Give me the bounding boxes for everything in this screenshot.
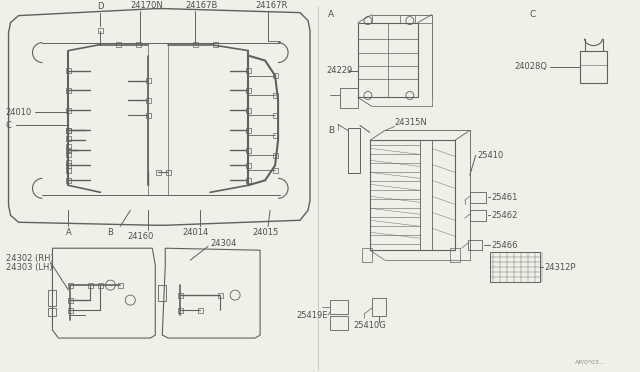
Text: 24160: 24160 — [127, 232, 154, 241]
Bar — [246, 148, 251, 153]
Text: B: B — [328, 126, 334, 135]
Bar — [49, 290, 56, 306]
Bar — [66, 152, 71, 157]
Bar — [468, 240, 482, 250]
Bar — [146, 98, 151, 103]
Bar — [66, 148, 71, 153]
Bar — [66, 128, 71, 133]
Bar — [178, 293, 183, 298]
Bar — [146, 113, 151, 118]
Bar — [66, 178, 71, 183]
Bar — [66, 128, 71, 133]
Bar — [146, 78, 151, 83]
Bar — [88, 283, 93, 288]
Text: AP/0*03...: AP/0*03... — [575, 359, 605, 365]
Bar — [66, 136, 71, 141]
Text: A: A — [65, 228, 71, 237]
Bar — [66, 160, 71, 165]
Bar — [66, 68, 71, 73]
Bar — [273, 133, 278, 138]
Text: 24015: 24015 — [252, 228, 278, 237]
Text: C: C — [530, 10, 536, 19]
Bar — [68, 298, 73, 302]
Bar — [372, 298, 386, 316]
Bar — [66, 163, 71, 168]
Bar — [198, 308, 203, 312]
Text: A: A — [328, 10, 334, 19]
Bar — [66, 144, 71, 149]
Bar — [136, 42, 141, 47]
Bar — [158, 285, 166, 301]
Bar — [273, 153, 278, 158]
Bar — [273, 113, 278, 118]
Text: 24028Q: 24028Q — [515, 62, 548, 71]
Bar — [580, 51, 607, 83]
Bar — [66, 108, 71, 113]
Text: 24302 (RH): 24302 (RH) — [6, 254, 53, 263]
Bar — [116, 42, 121, 47]
Bar — [246, 68, 251, 73]
Text: 24315N: 24315N — [395, 118, 428, 127]
Text: 24167B: 24167B — [185, 1, 218, 10]
Bar — [193, 42, 198, 47]
Bar — [118, 283, 123, 288]
Bar — [358, 23, 418, 97]
Bar — [49, 308, 56, 316]
Text: 24312P: 24312P — [545, 263, 576, 272]
Bar — [212, 42, 218, 47]
Bar — [98, 28, 103, 33]
Bar — [470, 210, 486, 221]
Bar — [273, 73, 278, 78]
Bar — [340, 89, 358, 109]
Bar — [66, 168, 71, 173]
Bar — [166, 170, 171, 175]
Text: D: D — [97, 2, 104, 11]
Text: 25419E: 25419E — [296, 311, 328, 320]
Text: 25410G: 25410G — [353, 321, 387, 330]
Bar — [273, 93, 278, 98]
Text: 25466: 25466 — [492, 241, 518, 250]
Bar — [246, 163, 251, 168]
Bar — [246, 178, 251, 183]
Bar — [68, 283, 73, 288]
Text: 24304: 24304 — [210, 239, 237, 248]
Bar — [178, 308, 183, 312]
Bar — [156, 170, 161, 175]
Bar — [273, 168, 278, 173]
Bar — [330, 300, 348, 314]
Text: 24167R: 24167R — [255, 1, 287, 10]
Bar — [246, 128, 251, 133]
Bar — [246, 108, 251, 113]
Text: C: C — [6, 121, 12, 130]
Bar — [490, 252, 540, 282]
Bar — [348, 128, 360, 173]
Text: 24303 (LH): 24303 (LH) — [6, 263, 52, 272]
Text: 25461: 25461 — [492, 193, 518, 202]
Bar — [68, 308, 73, 312]
Text: 24170N: 24170N — [131, 1, 163, 10]
Bar — [66, 88, 71, 93]
Bar — [450, 248, 460, 262]
Text: 25462: 25462 — [492, 211, 518, 220]
Text: 24010: 24010 — [6, 108, 32, 117]
Bar — [218, 293, 223, 298]
Bar — [470, 192, 486, 203]
Text: 24014: 24014 — [182, 228, 209, 237]
Bar — [370, 140, 455, 250]
Bar — [98, 283, 103, 288]
Text: 24229: 24229 — [326, 66, 352, 75]
Text: B: B — [108, 228, 113, 237]
Bar — [246, 88, 251, 93]
Bar — [330, 316, 348, 330]
Text: 25410: 25410 — [477, 151, 504, 160]
Bar — [362, 248, 372, 262]
